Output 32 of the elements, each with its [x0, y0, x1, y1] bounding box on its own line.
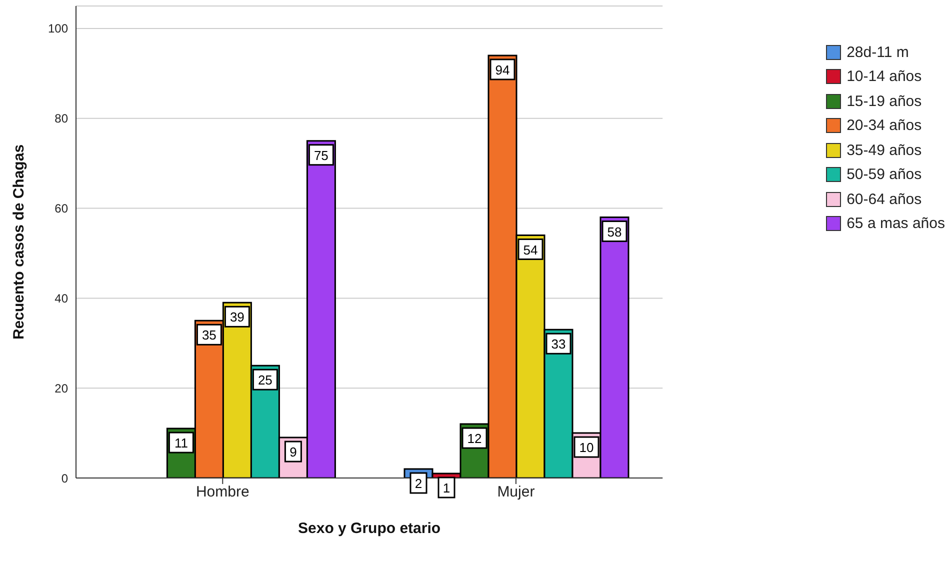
- data-label: 11: [174, 436, 188, 451]
- data-label: 33: [551, 336, 566, 352]
- data-label: 94: [495, 62, 510, 78]
- y-tick-label: 40: [54, 291, 68, 306]
- legend-label: 35-49 años: [846, 142, 922, 159]
- legend-label: 28d-11 m: [846, 44, 909, 61]
- legend-label: 20-34 años: [846, 117, 922, 134]
- legend-label: 65 a mas años: [846, 215, 945, 232]
- data-label: 39: [230, 310, 244, 325]
- y-tick-label: 0: [61, 471, 68, 486]
- data-label: 25: [258, 372, 272, 388]
- data-label: 12: [467, 431, 482, 446]
- x-tick-label: Mujer: [497, 484, 535, 501]
- legend-label: 15-19 años: [846, 92, 922, 110]
- legend-label: 10-14 años: [846, 68, 922, 86]
- data-label: 58: [607, 224, 622, 240]
- legend-label: 60-64 años: [846, 190, 922, 208]
- data-label: 35: [202, 328, 216, 343]
- data-label: 75: [314, 148, 328, 163]
- y-tick-label: 20: [54, 381, 68, 396]
- y-tick-label: 60: [54, 202, 68, 216]
- y-axis-title: Recuento casos de Chagas: [10, 144, 28, 340]
- data-label: 2: [414, 476, 422, 492]
- legend-label: 50-59 años: [846, 166, 922, 184]
- data-label: 1: [442, 480, 450, 496]
- data-label: 10: [579, 440, 594, 456]
- y-tick-label: 80: [54, 112, 68, 126]
- data-label: 9: [290, 444, 297, 460]
- x-axis-title: Sexo y Grupo etario: [298, 520, 441, 537]
- x-tick-label: Hombre: [196, 484, 250, 501]
- data-label: 54: [523, 242, 538, 258]
- y-tick-label: 100: [48, 22, 68, 36]
